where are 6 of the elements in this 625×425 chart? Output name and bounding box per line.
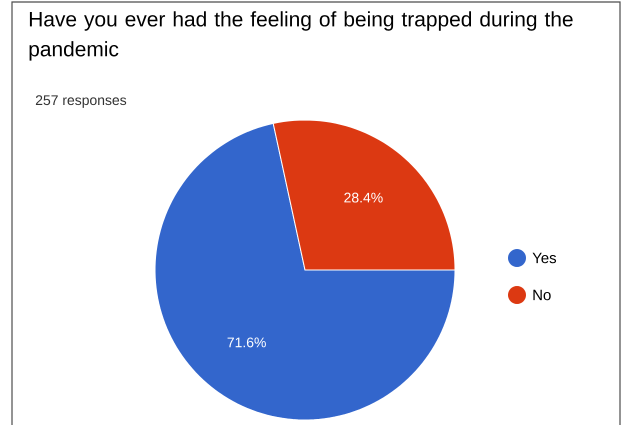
data-label: 71.6%	[228, 337, 266, 348]
legend-label: Yes	[532, 252, 556, 264]
data-label: 28.4%	[344, 192, 383, 203]
legend-label: No	[533, 290, 551, 300]
chart-subtitle: 257 responses	[36, 95, 126, 108]
chart-title: Have you ever had the feeling of being trapped during the pandemic	[30, 11, 573, 61]
